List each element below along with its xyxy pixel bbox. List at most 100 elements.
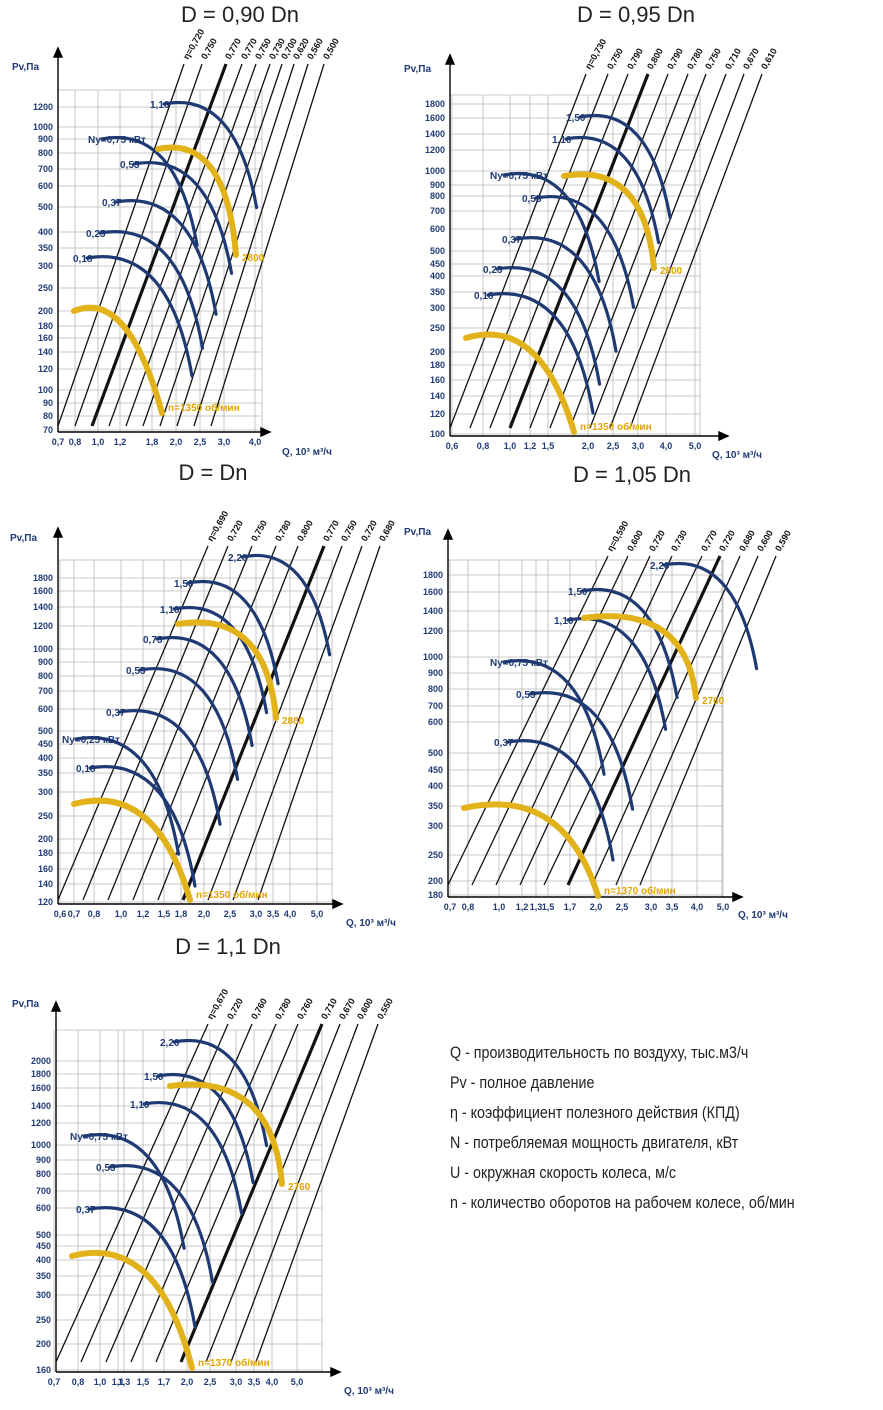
legend-item-q: Q - производительность по воздуху, тыс.м… [450,1043,749,1062]
x-tick-label: 2,0 [582,441,595,451]
power-curve [564,136,661,245]
efficiency-line [157,545,299,901]
efficiency-line [108,63,243,427]
efficiency-line [82,545,229,901]
y-tick-label: 400 [428,781,443,791]
x-tick-label: 4,0 [284,909,297,919]
efficiency-label: 0,750 [703,46,723,71]
efficiency-line [80,1023,229,1363]
power-label: 2,20 [650,561,670,572]
efficiency-line [591,555,741,886]
speed-curve-high [175,619,279,721]
x-axis-label: Q, 10³ м³/ч [344,1386,394,1397]
speed-label: n=1350 об/мин [196,889,268,901]
efficiency-line [205,1023,341,1363]
y-tick-label: 1400 [33,602,53,612]
axes [52,46,272,438]
efficiency-line [181,545,326,901]
power-curve [114,199,218,316]
y-axis-arrow [52,526,64,538]
y-tick-label: 100 [430,429,445,439]
power-curve [162,101,259,210]
x-axis-label: Q, 10³ м³/ч [282,447,332,458]
y-tick-label: 1000 [425,166,445,176]
power-label: 0,37 [106,708,126,719]
efficiency-line [508,73,650,429]
efficiency-line [90,63,228,427]
speed-curve-low [461,801,601,899]
efficiency-line [449,73,587,429]
power-label: 0,55 [120,160,140,171]
x-tick-label: 5,0 [291,1377,304,1387]
power-curve [506,739,615,862]
efficiency-label: 0,720 [359,518,379,543]
efficiency-line [55,1023,209,1363]
x-tick-label: 0,8 [477,441,490,451]
y-axis-arrow [442,528,454,540]
y-tick-label: 140 [38,879,53,889]
x-tick-label: 1,8 [146,437,159,447]
power-curve [108,1164,215,1284]
efficiency-label: 0,730 [669,528,689,553]
x-tick-label: 1,2 [516,902,529,912]
x-tick-label: 2,0 [590,902,603,912]
y-tick-label: 400 [38,753,53,763]
x-tick-label: 2,5 [224,909,237,919]
power-curve [528,691,635,811]
speed-curve-low [69,1249,195,1371]
power-label: 0,55 [126,666,146,677]
axes [50,1000,342,1378]
axes [444,53,730,442]
power-label: 1,10 [554,616,574,627]
power-curve [118,709,222,826]
efficiency-label: 0,780 [273,996,293,1021]
speed-curve-high [581,613,699,701]
speed-label: 2880 [282,716,305,727]
efficiency-line [629,73,763,429]
y-axis-label: Pv,Па [404,64,431,75]
power-label: 0,18 [73,254,93,265]
efficiency-line [107,545,253,901]
y-tick-label: 1000 [33,122,53,132]
power-curve [502,659,606,776]
efficiency-label: 0,750 [339,518,359,543]
x-tick-label: 2,5 [607,441,620,451]
power-label: 1,50 [568,587,588,598]
y-tick-label: 250 [430,323,445,333]
x-tick-label: 0,7 [68,909,81,919]
efficiency-label: 0,710 [723,46,743,71]
y-tick-label: 900 [38,657,53,667]
x-tick-label: 2,0 [181,1377,194,1387]
legend: Q - производительность по воздуху, тыс.м… [450,1038,860,1218]
y-tick-label: 140 [430,391,445,401]
y-tick-label: 250 [38,811,53,821]
efficiency-label: 0,600 [625,528,645,553]
x-tick-label: 1,2 [524,441,537,451]
y-tick-label: 350 [428,801,443,811]
power-label: 0,25 [86,229,106,240]
y-tick-label: 120 [38,897,53,907]
power-curve [495,266,602,386]
speed-curves [463,171,657,435]
y-tick-label: 100 [38,385,53,395]
x-tick-label: 2,0 [198,909,211,919]
x-tick-label: 0,7 [48,1377,61,1387]
y-tick-label: 900 [430,180,445,190]
x-tick-label: 1,5 [158,909,171,919]
efficiency-label: 0,750 [249,518,269,543]
y-tick-label: 300 [38,787,53,797]
power-label: 0,75 [143,635,163,646]
x-tick-label: 1,0 [493,902,506,912]
y-tick-label: 600 [36,1203,51,1213]
efficiency-label: 0,760 [249,996,269,1021]
speed-label: n=1350 об/мин [580,421,652,433]
x-tick-label: 2,5 [204,1377,217,1387]
y-tick-label: 200 [428,876,443,886]
x-tick-label: 3,5 [267,909,280,919]
y-tick-label: 600 [428,717,443,727]
x-tick-label: 0,8 [72,1377,85,1387]
efficiency-line [57,545,209,901]
x-tick-label: 2,5 [616,902,629,912]
power-label: 1,50 [174,579,194,590]
speed-curve-low [71,304,165,416]
